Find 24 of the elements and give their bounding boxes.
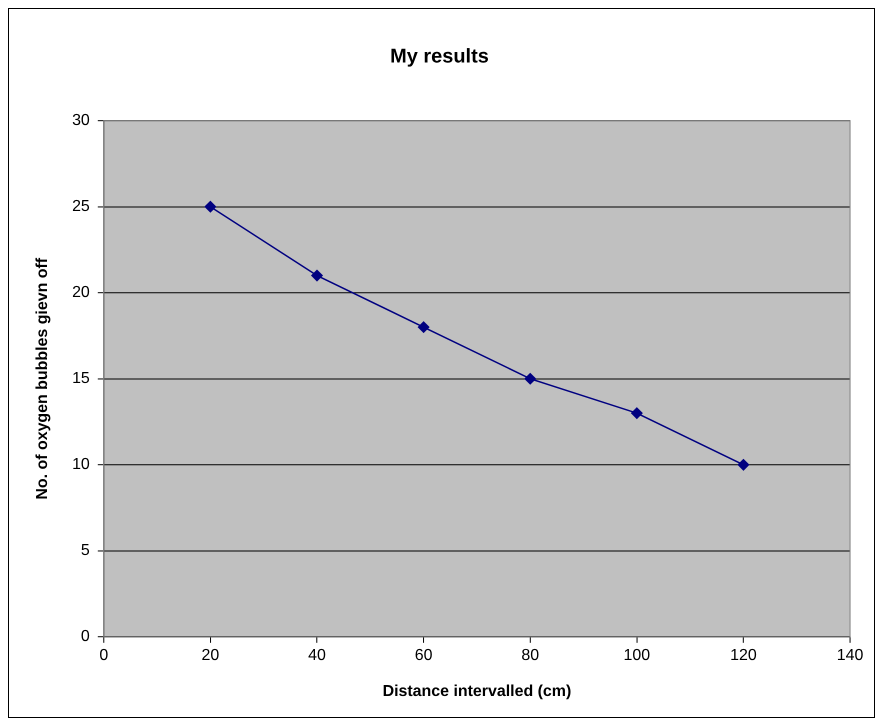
point xyxy=(524,373,536,384)
point xyxy=(631,407,643,419)
point xyxy=(418,321,430,333)
x-tick-label: 120 xyxy=(730,646,757,664)
y-tick-label: 0 xyxy=(80,628,90,646)
y-tick-label: 15 xyxy=(72,370,90,388)
x-tick-label: 40 xyxy=(308,646,326,664)
x-tick-label: 100 xyxy=(624,646,650,664)
x-tick-label: 140 xyxy=(836,646,864,664)
x-tick-label: 20 xyxy=(202,646,220,664)
point xyxy=(311,270,323,282)
y-tick-label: 20 xyxy=(72,284,90,302)
point xyxy=(204,200,216,212)
x-axis-title: Distance intervalled (cm) xyxy=(382,682,572,700)
chart-title: My results xyxy=(390,45,489,68)
x-tick-label: 60 xyxy=(414,646,433,664)
x-tick-label: 80 xyxy=(521,646,540,664)
y-axis-title: No. of oxygen bubbles gievn off xyxy=(34,257,51,500)
y-tick-label: 25 xyxy=(72,198,90,216)
point xyxy=(738,459,750,471)
y-tick-label: 30 xyxy=(72,112,90,130)
x-tick-label: 0 xyxy=(99,646,108,664)
y-tick-label: 10 xyxy=(72,456,90,474)
y-tick-label: 5 xyxy=(80,542,90,560)
